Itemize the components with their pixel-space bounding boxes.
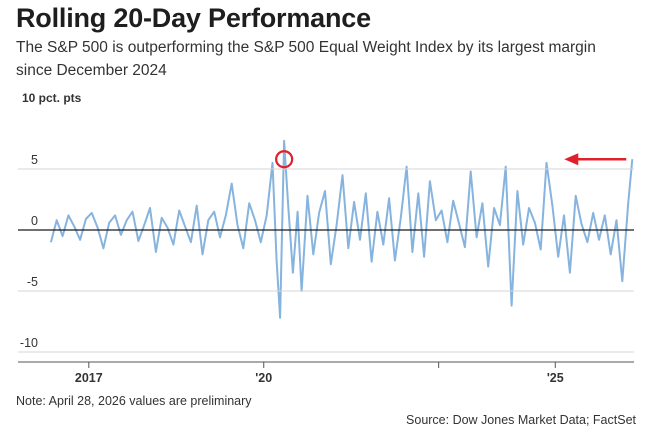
x-tick-label: '25 [547, 371, 564, 385]
y-axis-ticks: 10 pct. pts 5 0 -5 -10 [20, 91, 82, 350]
series-layer [49, 139, 634, 319]
y-tick-label: 0 [31, 214, 38, 228]
x-tick-label: '20 [255, 371, 272, 385]
series-line [49, 139, 634, 319]
footnote: Note: April 28, 2026 values are prelimin… [16, 394, 252, 408]
x-tick-label: 2017 [75, 371, 103, 385]
x-axis: 2017 '20 '25 [18, 361, 634, 385]
highlight-circle [275, 150, 294, 169]
grid-lines [18, 168, 634, 353]
annotation-layer [275, 150, 627, 169]
y-tick-label: 10 pct. pts [22, 91, 82, 105]
y-tick-label: -10 [20, 336, 38, 350]
y-tick-label: -5 [27, 275, 38, 289]
highlight-arrow-head [564, 153, 579, 166]
chart-title: Rolling 20-Day Performance [16, 3, 371, 33]
y-tick-label: 5 [31, 153, 38, 167]
source-credit: Source: Dow Jones Market Data; FactSet [406, 413, 636, 427]
chart-subtitle: The S&P 500 is outperforming the S&P 500… [16, 39, 596, 79]
